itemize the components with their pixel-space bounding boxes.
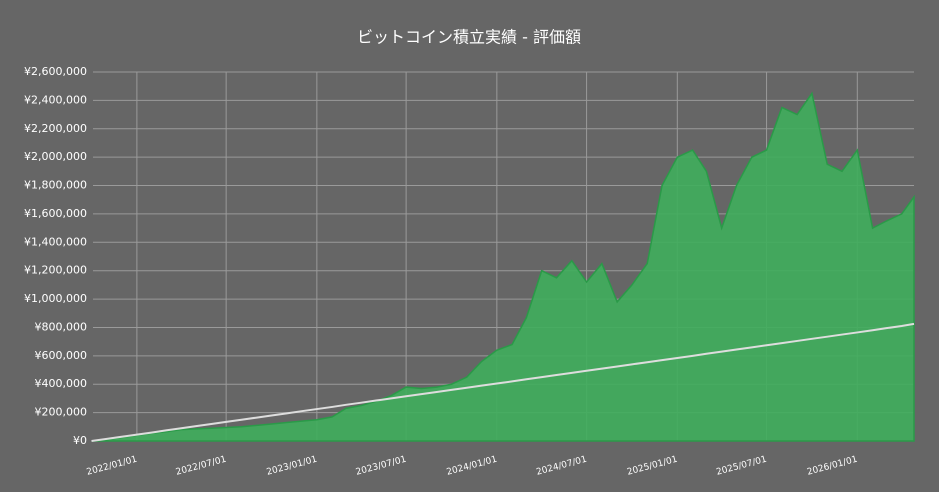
y-tick-label: ¥0 (73, 434, 87, 447)
y-tick-label: ¥2,000,000 (24, 150, 87, 163)
y-tick-label: ¥1,800,000 (24, 179, 87, 192)
chart-title: ビットコイン積立実績 - 評価額 (357, 28, 581, 47)
y-tick-label: ¥2,400,000 (24, 93, 87, 106)
y-tick-label: ¥600,000 (35, 349, 88, 362)
y-tick-label: ¥1,400,000 (24, 235, 87, 248)
invested-line (91, 322, 915, 442)
y-tick-label: ¥2,600,000 (24, 65, 87, 78)
y-tick-label: ¥1,200,000 (24, 264, 87, 277)
y-tick-label: ¥400,000 (35, 377, 88, 390)
y-tick-label: ¥800,000 (35, 320, 88, 333)
y-tick-label: ¥1,600,000 (24, 207, 87, 220)
y-tick-label: ¥200,000 (35, 406, 88, 419)
y-tick-label: ¥2,200,000 (24, 122, 87, 135)
y-tick-label: ¥1,000,000 (24, 292, 87, 305)
